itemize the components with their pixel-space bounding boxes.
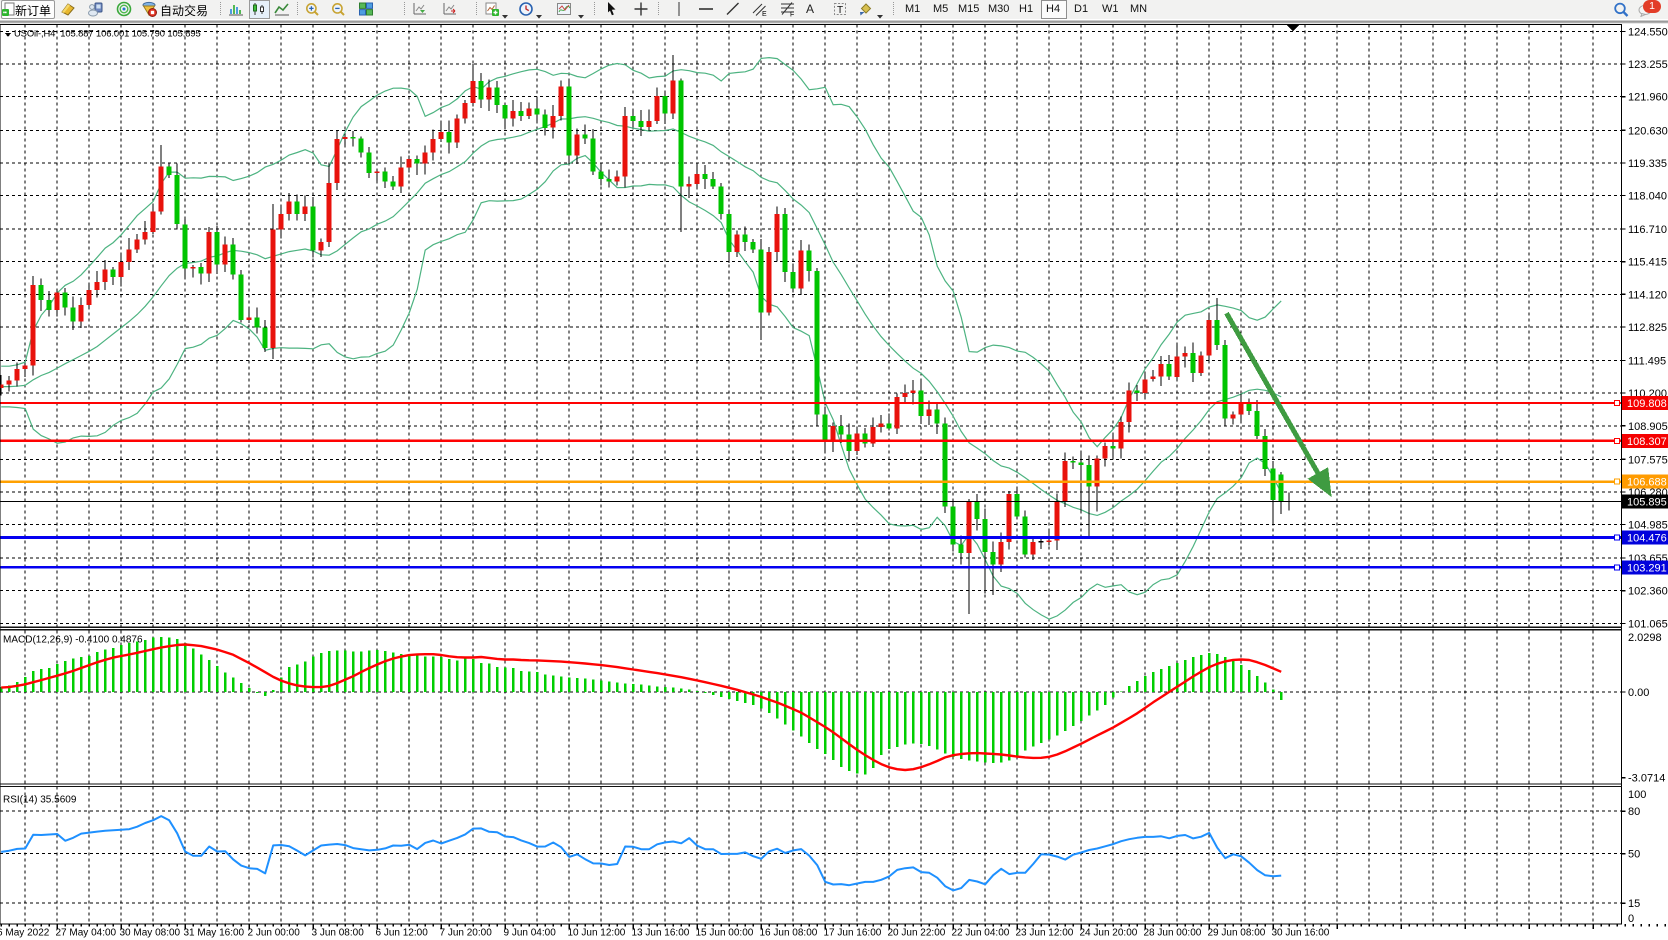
svg-text:RSI(14) 35.5609: RSI(14) 35.5609 [3, 795, 77, 806]
svg-text:17 Jun 16:00: 17 Jun 16:00 [824, 928, 882, 939]
svg-text:15: 15 [1628, 898, 1640, 910]
svg-text:13 Jun 16:00: 13 Jun 16:00 [632, 928, 690, 939]
svg-text:108.905: 108.905 [1628, 421, 1668, 433]
svg-text:20 Jun 22:00: 20 Jun 22:00 [888, 928, 946, 939]
svg-text:10 Jun 12:00: 10 Jun 12:00 [568, 928, 626, 939]
svg-text:50: 50 [1628, 849, 1640, 861]
svg-text:2 Jun 00:00: 2 Jun 00:00 [248, 928, 301, 939]
svg-text:119.335: 119.335 [1628, 158, 1667, 170]
svg-text:115.415: 115.415 [1628, 257, 1667, 269]
svg-text:0.00: 0.00 [1628, 687, 1649, 699]
svg-text:E: E [762, 11, 767, 17]
svg-text:111.495: 111.495 [1628, 356, 1666, 368]
svg-text:103.291: 103.291 [1627, 562, 1667, 574]
svg-text:124.550: 124.550 [1628, 27, 1668, 39]
svg-text:118.040: 118.040 [1628, 191, 1667, 203]
svg-text:9 Jun 04:00: 9 Jun 04:00 [504, 928, 557, 939]
svg-text:107.575: 107.575 [1628, 454, 1668, 466]
svg-text:104.985: 104.985 [1628, 520, 1668, 532]
svg-text:23 Jun 12:00: 23 Jun 12:00 [1016, 928, 1074, 939]
svg-text:114.120: 114.120 [1628, 289, 1667, 301]
svg-text:121.960: 121.960 [1628, 92, 1668, 104]
svg-text:24 Jun 20:00: 24 Jun 20:00 [1080, 928, 1138, 939]
svg-text:7 Jun 20:00: 7 Jun 20:00 [440, 928, 493, 939]
svg-text:105.895: 105.895 [1627, 497, 1667, 509]
svg-text:104.476: 104.476 [1627, 532, 1667, 544]
svg-text:T: T [837, 5, 843, 16]
svg-text:29 Jun 08:00: 29 Jun 08:00 [1208, 928, 1266, 939]
svg-text:108.307: 108.307 [1627, 436, 1667, 448]
svg-text:100: 100 [1628, 789, 1646, 801]
svg-text:3 Jun 08:00: 3 Jun 08:00 [312, 928, 365, 939]
svg-text:116.710: 116.710 [1628, 224, 1667, 236]
svg-text:120.630: 120.630 [1628, 125, 1668, 137]
svg-text:80: 80 [1628, 806, 1640, 818]
svg-text:0: 0 [1628, 913, 1634, 925]
svg-text:22 Jun 04:00: 22 Jun 04:00 [952, 928, 1010, 939]
svg-text:28 Jun 00:00: 28 Jun 00:00 [1144, 928, 1202, 939]
svg-text:102.360: 102.360 [1628, 586, 1668, 598]
svg-text:31 May 16:00: 31 May 16:00 [184, 928, 245, 939]
svg-text:112.825: 112.825 [1628, 322, 1667, 334]
svg-text:101.065: 101.065 [1628, 618, 1668, 630]
svg-text:-3.0714: -3.0714 [1628, 773, 1665, 785]
svg-text:106.688: 106.688 [1627, 477, 1667, 489]
svg-text:USOil-,H4 105.887 106.001 105: USOil-,H4 105.887 106.001 105.790 105.89… [14, 28, 201, 39]
svg-text:109.808: 109.808 [1627, 398, 1667, 410]
svg-text:16 Jun 08:00: 16 Jun 08:00 [760, 928, 818, 939]
svg-text:26 May 2022: 26 May 2022 [0, 928, 50, 939]
svg-text:30 Jun 16:00: 30 Jun 16:00 [1272, 928, 1330, 939]
svg-text:6 Jun 12:00: 6 Jun 12:00 [376, 928, 429, 939]
svg-text:123.255: 123.255 [1628, 59, 1668, 71]
svg-text:2.0298: 2.0298 [1628, 632, 1662, 644]
svg-text:MACD(12,26,9) -0.4100 0.4876: MACD(12,26,9) -0.4100 0.4876 [3, 635, 143, 646]
svg-text:30 May 08:00: 30 May 08:00 [120, 928, 181, 939]
svg-text:15 Jun 00:00: 15 Jun 00:00 [696, 928, 754, 939]
svg-text:27 May 04:00: 27 May 04:00 [56, 928, 117, 939]
svg-text:F: F [790, 12, 794, 18]
